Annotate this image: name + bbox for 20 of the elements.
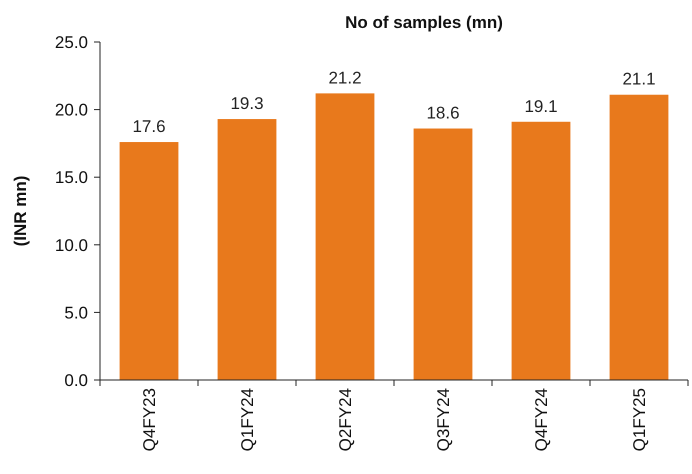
y-tick-label: 10.0	[54, 236, 88, 255]
x-tick-label: Q4FY23	[140, 388, 159, 452]
x-tick-label: Q1FY25	[630, 388, 649, 452]
data-label: 17.6	[132, 117, 166, 136]
data-label: 19.3	[230, 94, 264, 114]
x-tick-label: Q3FY24	[434, 388, 453, 452]
chart-title: No of samples (mn)	[345, 13, 503, 32]
data-label: 21.2	[328, 68, 362, 88]
y-axis-title: (INR mn)	[11, 176, 30, 246]
x-tick-label: Q2FY24	[336, 388, 355, 452]
x-tick-label: Q4FY24	[532, 388, 551, 452]
data-label: 21.1	[622, 70, 656, 89]
y-tick-label: 15.0	[54, 168, 88, 188]
y-tick-label: 0.0	[64, 370, 88, 390]
data-label: 19.1	[524, 96, 558, 116]
y-tick-label: 25.0	[54, 32, 88, 52]
x-tick-label: Q1FY24	[238, 388, 257, 452]
y-tick-label: 20.0	[54, 100, 88, 120]
data-label: 18.6	[426, 104, 460, 123]
y-tick-label: 5.0	[64, 303, 88, 322]
